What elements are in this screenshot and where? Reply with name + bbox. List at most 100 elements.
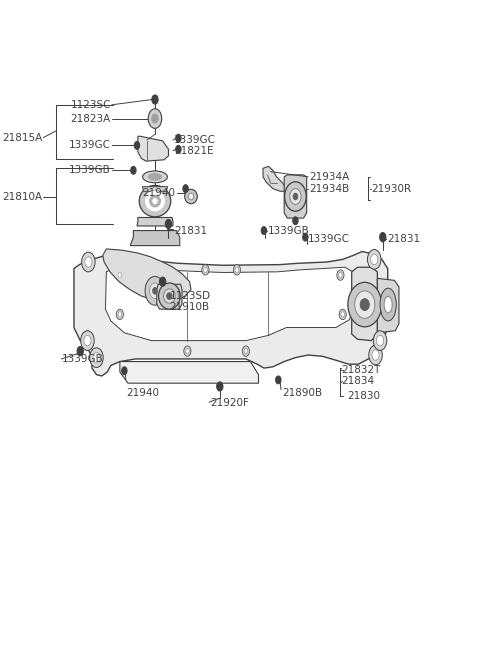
Circle shape <box>153 288 157 294</box>
Ellipse shape <box>360 299 369 310</box>
Circle shape <box>176 145 181 153</box>
Circle shape <box>302 233 308 241</box>
Ellipse shape <box>150 195 160 207</box>
Ellipse shape <box>380 288 396 321</box>
Circle shape <box>337 270 344 280</box>
Circle shape <box>131 166 136 174</box>
Ellipse shape <box>285 182 306 212</box>
Circle shape <box>204 267 207 272</box>
Text: 21890B: 21890B <box>282 388 322 398</box>
Ellipse shape <box>167 293 172 299</box>
Circle shape <box>372 350 379 360</box>
Polygon shape <box>106 267 353 341</box>
Polygon shape <box>130 231 180 246</box>
Text: 1339GB: 1339GB <box>62 354 104 364</box>
Text: 1339GB: 1339GB <box>69 165 111 176</box>
Text: 21940: 21940 <box>143 187 176 198</box>
Ellipse shape <box>348 282 382 327</box>
Text: 1339GB: 1339GB <box>267 225 309 236</box>
Text: 21831: 21831 <box>388 234 421 244</box>
Ellipse shape <box>145 191 165 211</box>
Text: 21821E: 21821E <box>174 145 214 156</box>
Polygon shape <box>377 278 399 333</box>
Circle shape <box>150 283 160 299</box>
Text: 21815A: 21815A <box>2 132 42 143</box>
Circle shape <box>93 352 100 363</box>
Circle shape <box>371 254 378 265</box>
Circle shape <box>176 134 181 142</box>
Ellipse shape <box>153 198 157 204</box>
Circle shape <box>261 227 266 234</box>
Polygon shape <box>74 252 388 376</box>
Circle shape <box>90 348 103 367</box>
Circle shape <box>368 250 381 269</box>
Circle shape <box>118 312 121 317</box>
Circle shape <box>242 346 250 356</box>
Text: 21831: 21831 <box>174 225 207 236</box>
Polygon shape <box>137 217 173 226</box>
Ellipse shape <box>158 283 180 309</box>
Text: 1123SC: 1123SC <box>71 100 111 110</box>
Circle shape <box>202 265 209 275</box>
Circle shape <box>233 265 240 275</box>
Circle shape <box>145 276 165 305</box>
Circle shape <box>85 257 92 267</box>
Text: 21934B: 21934B <box>309 183 349 194</box>
Circle shape <box>183 185 188 193</box>
Circle shape <box>376 335 384 346</box>
Circle shape <box>244 348 248 354</box>
Ellipse shape <box>384 296 392 313</box>
Circle shape <box>216 382 223 391</box>
Circle shape <box>152 114 158 123</box>
Polygon shape <box>103 249 191 301</box>
Ellipse shape <box>355 291 375 318</box>
Circle shape <box>134 141 140 149</box>
Polygon shape <box>263 166 286 191</box>
Circle shape <box>373 331 387 350</box>
Text: 21832T: 21832T <box>341 365 381 375</box>
Circle shape <box>369 345 382 365</box>
Polygon shape <box>138 136 168 161</box>
Circle shape <box>165 219 172 229</box>
Text: 21934A: 21934A <box>309 172 349 182</box>
Ellipse shape <box>293 193 298 200</box>
Circle shape <box>184 346 191 356</box>
Text: 21940: 21940 <box>127 388 160 398</box>
Circle shape <box>81 331 94 350</box>
Ellipse shape <box>164 289 175 303</box>
Ellipse shape <box>148 174 162 180</box>
Text: 21930R: 21930R <box>371 183 411 194</box>
Circle shape <box>152 95 158 104</box>
Circle shape <box>293 217 298 225</box>
Text: 1339GC: 1339GC <box>308 234 350 244</box>
Text: 21823A: 21823A <box>71 113 111 124</box>
Circle shape <box>339 272 342 278</box>
Polygon shape <box>284 175 307 218</box>
Circle shape <box>159 277 166 286</box>
Polygon shape <box>157 284 182 309</box>
Polygon shape <box>143 187 168 191</box>
Ellipse shape <box>185 189 197 204</box>
Ellipse shape <box>290 189 301 204</box>
Circle shape <box>116 309 123 320</box>
Circle shape <box>84 335 91 346</box>
Polygon shape <box>120 362 259 383</box>
Circle shape <box>121 367 127 375</box>
Text: 21810A: 21810A <box>2 191 42 202</box>
Text: 1339GC: 1339GC <box>69 140 111 151</box>
Ellipse shape <box>139 185 171 217</box>
Circle shape <box>118 272 121 278</box>
Text: 1339GC: 1339GC <box>174 135 216 145</box>
Circle shape <box>341 312 345 317</box>
Text: 21910B: 21910B <box>169 301 209 312</box>
Text: 21834: 21834 <box>341 376 374 386</box>
Circle shape <box>82 252 95 272</box>
Text: 21920F: 21920F <box>210 398 249 408</box>
Circle shape <box>276 376 281 384</box>
Ellipse shape <box>143 171 168 183</box>
Circle shape <box>380 233 386 242</box>
Text: 21830: 21830 <box>348 391 381 402</box>
Circle shape <box>148 109 162 128</box>
Circle shape <box>77 346 84 356</box>
Ellipse shape <box>188 193 194 200</box>
